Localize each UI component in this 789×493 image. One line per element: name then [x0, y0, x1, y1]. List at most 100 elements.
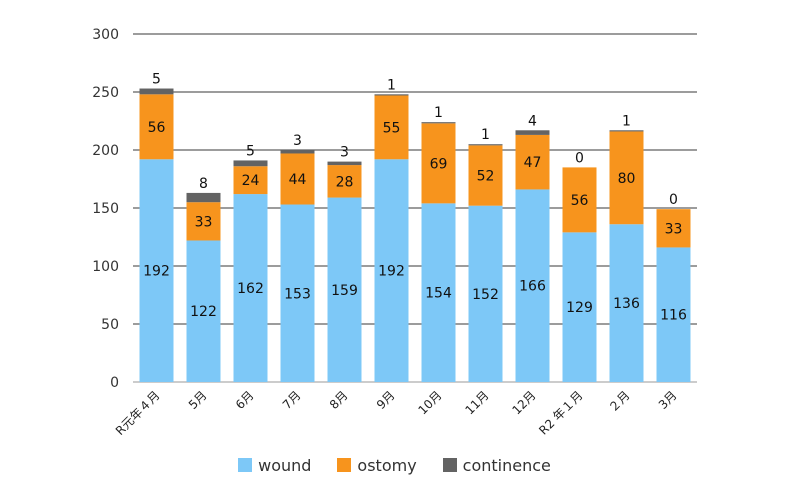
data-label-continence: 3 [340, 145, 349, 161]
data-label-ostomy: 24 [242, 173, 260, 189]
legend: wound ostomy continence [0, 452, 789, 478]
data-label-wound: 166 [519, 279, 546, 295]
bars [139, 88, 691, 382]
x-tick-label: 11月 [462, 388, 491, 417]
data-label-wound: 154 [425, 286, 452, 302]
data-label-ostomy: 33 [195, 214, 213, 230]
bar-continence [421, 122, 456, 124]
data-label-wound: 136 [613, 296, 640, 312]
legend-item-ostomy: ostomy [337, 455, 417, 475]
bar-wound [233, 194, 268, 382]
data-label-ostomy: 52 [477, 169, 495, 185]
bar-ostomy [515, 134, 550, 190]
bar-ostomy [609, 131, 644, 225]
data-label-continence: 8 [199, 176, 208, 192]
bar-continence [327, 161, 362, 166]
bar-wound [280, 204, 315, 382]
y-tick-label: 250 [92, 85, 119, 101]
bar-ostomy [374, 95, 409, 160]
x-tick-label: ２月 [606, 388, 633, 415]
x-tick-label: 12月 [509, 388, 538, 417]
bar-continence [233, 160, 268, 167]
legend-item-wound: wound [238, 456, 311, 475]
data-label-wound: 122 [190, 304, 217, 320]
bar-wound [374, 159, 409, 382]
data-label-ostomy: 56 [148, 120, 166, 136]
bar-continence [374, 94, 409, 96]
y-tick-label: 200 [92, 143, 119, 159]
y-tick-label: 100 [92, 259, 119, 275]
bar-ostomy [280, 153, 315, 205]
x-tick-label: 10月 [415, 388, 444, 417]
data-label-ostomy: 69 [430, 156, 448, 172]
x-tick-label: R2 年１月 [536, 388, 585, 437]
y-axis: 0 50 100 150 200 250 300 [92, 27, 119, 391]
bar-ostomy [562, 167, 597, 233]
data-label-wound: 129 [566, 300, 593, 316]
legend-label-ostomy: ostomy [357, 455, 417, 475]
bar-continence [280, 150, 315, 154]
bar-ostomy [139, 94, 174, 160]
data-label-continence: 0 [669, 192, 678, 208]
data-label-continence: 4 [528, 113, 537, 129]
bar-ostomy [421, 123, 456, 204]
data-label-ostomy: 33 [665, 221, 683, 237]
data-label-ostomy: 56 [571, 193, 589, 209]
data-label-wound: 162 [237, 281, 264, 297]
x-tick-label: 7月 [280, 388, 304, 412]
y-tick-label: 0 [110, 375, 119, 391]
data-label-wound: 116 [660, 308, 687, 324]
x-tick-label: 8月 [327, 388, 351, 412]
bar-wound [468, 205, 503, 382]
data-label-continence: 1 [434, 105, 443, 121]
legend-item-continence: continence [442, 455, 551, 475]
data-label-continence: 0 [575, 150, 584, 166]
bar-ostomy [327, 165, 362, 198]
bar-wound [421, 203, 456, 382]
bar-continence [139, 88, 174, 95]
legend-label-wound: wound [258, 455, 312, 475]
bar-continence [468, 144, 503, 146]
bar-wound [609, 224, 644, 382]
bar-wound [515, 189, 550, 382]
data-label-ostomy: 44 [289, 172, 307, 188]
x-tick-label: 6月 [233, 388, 257, 412]
bar-ostomy [468, 145, 503, 206]
bar-ostomy [233, 166, 268, 195]
data-label-wound: 192 [378, 264, 405, 280]
data-label-continence: 1 [622, 113, 631, 129]
bar-continence [609, 130, 644, 132]
bar-wound [139, 159, 174, 382]
bar-wound [656, 247, 691, 382]
bar-continence [515, 130, 550, 135]
x-tick-label: 3月 [656, 388, 680, 412]
legend-label-continence: continence [462, 455, 551, 475]
data-label-wound: 192 [143, 264, 170, 280]
bar-ostomy [186, 202, 221, 241]
gridlines [133, 33, 697, 383]
bar-wound [186, 240, 221, 382]
legend-swatch-ostomy [337, 458, 352, 472]
data-label-continence: 1 [481, 127, 490, 143]
bar-continence [186, 192, 221, 203]
data-label-wound: 159 [331, 283, 358, 299]
y-tick-label: 50 [101, 317, 119, 333]
y-tick-label: 300 [92, 27, 119, 43]
bar-ostomy [656, 209, 691, 248]
data-label-continence: 5 [152, 72, 161, 88]
bar-wound [327, 197, 362, 382]
x-tick-label: 5月 [186, 388, 210, 412]
y-tick-label: 150 [92, 201, 119, 217]
data-label-continence: 5 [246, 143, 255, 159]
data-label-ostomy: 47 [524, 155, 542, 171]
x-tick-label: R元年４月 [113, 388, 163, 438]
legend-swatch-wound [238, 458, 253, 472]
data-label-ostomy: 80 [618, 171, 636, 187]
x-tick-label: 9月 [374, 388, 398, 412]
legend-swatch-continence [442, 458, 457, 472]
data-label-ostomy: 28 [336, 174, 354, 190]
data-label-wound: 153 [284, 286, 311, 302]
data-labels: 192 56 5 122 33 8 162 24 5 153 44 3 159 28 3 192 55 1 154 6… [143, 72, 687, 324]
